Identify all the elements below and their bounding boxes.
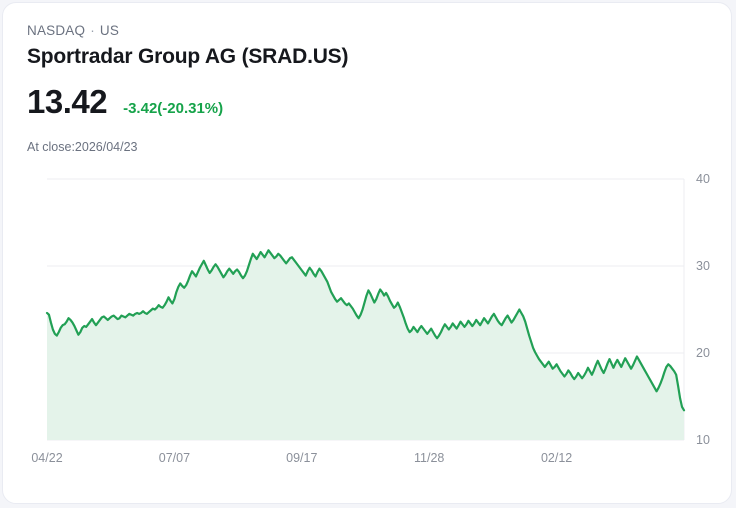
x-axis-tick-label: 07/07 [159, 451, 190, 465]
x-axis-labels: 04/22 07/07 09/17 11/28 02/12 [31, 451, 572, 465]
y-axis-labels: 10 20 30 40 [696, 172, 710, 447]
x-axis-tick-label: 09/17 [286, 451, 317, 465]
x-axis-tick-label: 04/22 [31, 451, 62, 465]
separator-dot: · [90, 23, 95, 38]
page-title: Sportradar Group AG (SRAD.US) [27, 45, 349, 68]
region-code: US [99, 23, 120, 38]
exchange-region-line: NASDAQ · US [27, 23, 707, 39]
price-chart-svg[interactable]: 10 20 30 40 04/22 07/07 09/17 11/28 02/12 [3, 163, 732, 483]
price-chart[interactable]: 10 20 30 40 04/22 07/07 09/17 11/28 02/12 [3, 163, 732, 483]
price-area-fill [47, 250, 684, 440]
quote-header: NASDAQ · US Sportradar Group AG (SRAD.US) [27, 23, 707, 70]
y-axis-tick-label: 30 [696, 259, 710, 273]
exchange-name: NASDAQ [27, 23, 86, 38]
y-axis-tick-label: 10 [696, 433, 710, 447]
y-axis-tick-label: 20 [696, 346, 710, 360]
y-axis-tick-label: 40 [696, 172, 710, 186]
x-axis-tick-label: 11/28 [414, 451, 444, 465]
price-row: 13.42 -3.42(-20.31%) [27, 83, 223, 121]
market-status: At close:2026/04/23 [27, 140, 138, 154]
x-axis-tick-label: 02/12 [541, 451, 572, 465]
current-price: 13.42 [27, 83, 108, 120]
price-line [45, 249, 686, 412]
price-change: -3.42(-20.31%) [123, 100, 224, 117]
